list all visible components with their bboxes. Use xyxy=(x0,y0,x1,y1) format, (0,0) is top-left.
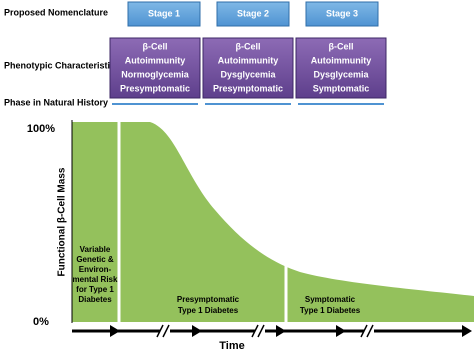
time-axis xyxy=(72,324,472,338)
phenotype-text: Autoimmunity xyxy=(125,55,186,65)
region-label: Environ- xyxy=(79,265,112,274)
header-rows: Proposed Nomenclature Phenotypic Characte… xyxy=(4,1,387,107)
stage-label: Stage 1 xyxy=(148,8,180,18)
region-label: Symptomatic xyxy=(305,295,356,304)
stage-box xyxy=(127,1,201,27)
beta-cell-curve-area xyxy=(72,122,474,322)
phenotype-text: Dysglycemia xyxy=(220,69,276,79)
region-label: Genetic & xyxy=(76,255,114,264)
region-label: Type 1 Diabetes xyxy=(300,306,361,315)
phenotype-box xyxy=(202,37,294,99)
region-label: Type 1 Diabetes xyxy=(178,306,239,315)
phenotype-box xyxy=(295,37,387,99)
y-axis-label: Functional β-Cell Mass xyxy=(57,167,68,276)
phenotype-text: Normoglycemia xyxy=(121,69,190,79)
region-label: Presymptomatic xyxy=(177,295,240,304)
x-axis-label: Time xyxy=(219,340,244,352)
phenotype-text: Dysglycemia xyxy=(313,69,369,79)
region-label: mental Risk xyxy=(73,275,118,284)
phenotype-box xyxy=(109,37,201,99)
row-label: Phase in Natural History xyxy=(4,97,108,107)
phenotype-text: β-Cell xyxy=(236,41,261,51)
y-max-label: 100% xyxy=(27,123,55,135)
region-label: for Type 1 xyxy=(76,285,114,294)
phenotype-text: Presymptomatic xyxy=(213,83,283,93)
row-label: Phenotypic Characteristics xyxy=(4,60,120,70)
stage-label: Stage 2 xyxy=(237,8,269,18)
phenotype-text: Autoimmunity xyxy=(311,55,372,65)
stage-label: Stage 3 xyxy=(326,8,358,18)
region-label: Variable xyxy=(80,245,111,254)
y-min-label: 0% xyxy=(33,316,49,328)
phenotype-text: Presymptomatic xyxy=(120,83,190,93)
stage-box xyxy=(305,1,379,27)
region-label: Diabetes xyxy=(78,295,112,304)
phenotype-text: Symptomatic xyxy=(313,83,370,93)
stage-box xyxy=(216,1,290,27)
phenotype-text: Autoimmunity xyxy=(218,55,279,65)
row-label: Proposed Nomenclature xyxy=(4,7,108,17)
phenotype-text: β-Cell xyxy=(143,41,168,51)
phenotype-text: β-Cell xyxy=(329,41,354,51)
